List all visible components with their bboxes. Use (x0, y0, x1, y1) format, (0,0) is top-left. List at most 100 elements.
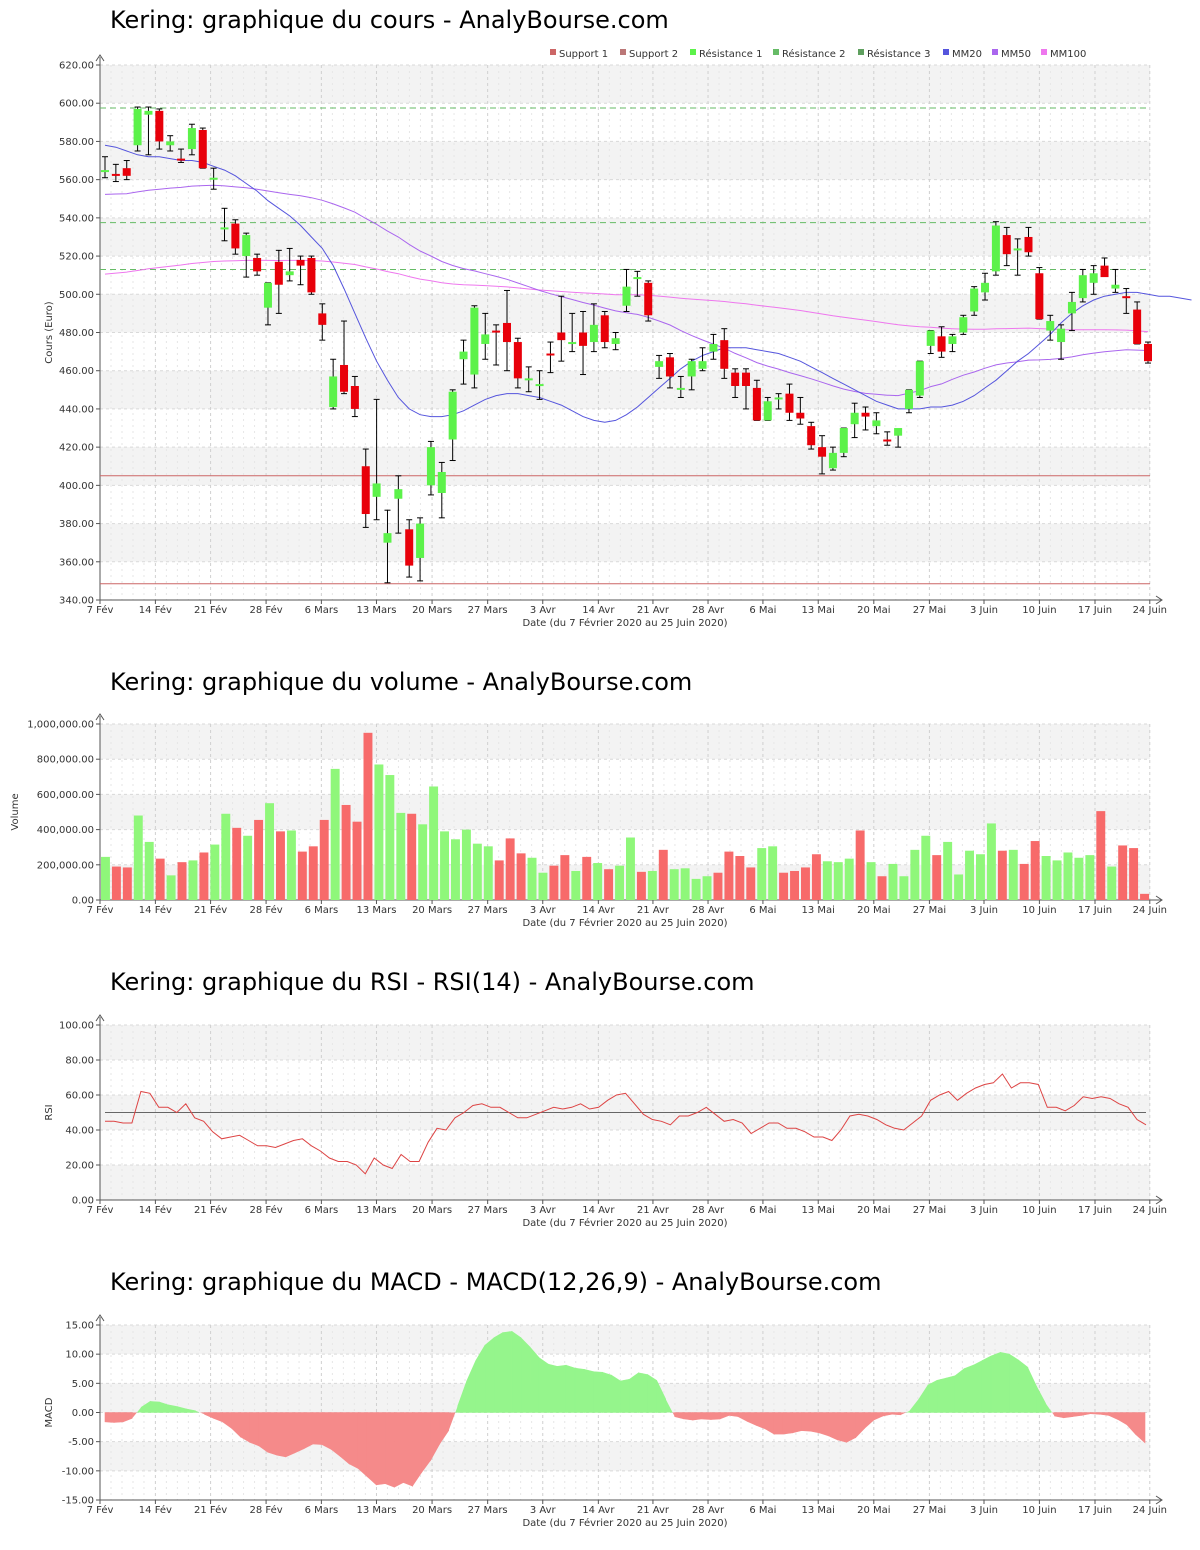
macd-area-positive (1000, 1352, 1010, 1413)
candle-up (1057, 328, 1066, 343)
x-axis-label: Date (du 7 Février 2020 au 25 Juin 2020) (522, 617, 727, 629)
x-tick-label: 17 Juin (1078, 905, 1112, 916)
y-axis-arrow (95, 1314, 105, 1322)
macd-area-negative (792, 1412, 802, 1434)
volume-bar-down (779, 872, 789, 900)
x-tick-label: 3 Juin (970, 905, 998, 916)
y-axis-arrow (95, 1014, 105, 1022)
plot-band (100, 794, 1150, 830)
x-tick-label: 13 Mai (802, 905, 835, 916)
plot-band (100, 1130, 1150, 1165)
x-tick-label: 21 Avr (637, 1505, 670, 1516)
plot-band (100, 408, 1150, 448)
rsi-chart-title: Kering: graphique du RSI - RSI(14) - Ana… (110, 968, 755, 996)
volume-bar-up (461, 829, 471, 900)
legend-entry: Résistance 2 (782, 48, 845, 60)
x-tick-label: 14 Avr (582, 905, 615, 916)
plot-band (100, 759, 1150, 795)
macd-area-negative (891, 1412, 902, 1416)
macd-area-positive (936, 1377, 947, 1413)
volume-bar-up (210, 844, 220, 900)
y-tick-label: 40.00 (65, 1126, 94, 1137)
volume-bar-up (144, 841, 154, 900)
volume-bar-up (680, 868, 690, 900)
macd-area-negative (294, 1412, 305, 1454)
volume-bar-down (1030, 841, 1040, 900)
candle-down (1133, 309, 1142, 344)
x-tick-label: 14 Fév (139, 904, 172, 916)
macd-area-negative (258, 1412, 269, 1453)
x-axis-arrow (1155, 1495, 1163, 1505)
x-tick-label: 6 Mars (305, 1205, 339, 1216)
y-tick-label: 600,000.00 (37, 790, 94, 801)
y-tick-label: 520.00 (59, 252, 94, 263)
volume-bar-down (1019, 863, 1029, 900)
volume-bar-down (341, 804, 351, 900)
candle-up (209, 177, 218, 180)
macd-area-negative (285, 1412, 296, 1458)
candle-up (1078, 275, 1087, 299)
volume-bar-up (265, 803, 274, 900)
volume-bar-down (735, 856, 745, 900)
y-tick-label: 500.00 (59, 290, 94, 301)
macd-area-negative (828, 1412, 838, 1441)
candle-up (850, 412, 859, 425)
volume-panel: 1,000,000.00 800,000.00 600,000.00 400,000.… (10, 713, 1167, 929)
x-tick-label: 20 Mars (412, 1505, 452, 1516)
candle-up (426, 447, 435, 486)
volume-bar-up (527, 857, 537, 900)
volume-bar-down (801, 867, 810, 900)
volume-bar-up (615, 865, 624, 900)
candle-down (579, 332, 588, 346)
volume-bar-up (866, 862, 876, 900)
macd-area-negative (199, 1412, 205, 1415)
macd-area-positive (1018, 1359, 1028, 1413)
candle-down (807, 426, 816, 446)
volume-bar-down (276, 831, 285, 900)
x-tick-label: 6 Mars (305, 605, 339, 616)
macd-area-positive (972, 1360, 983, 1413)
volume-bar-up (910, 849, 920, 900)
macd-area-negative (321, 1412, 332, 1450)
candle-up (904, 389, 913, 409)
volume-bar-up (286, 830, 296, 900)
candle-down (155, 110, 164, 142)
y-tick-label: 0.00 (72, 896, 94, 907)
volume-bar-up (1085, 855, 1095, 900)
volume-bar-up (647, 870, 657, 900)
y-tick-label: -10.00 (62, 1466, 94, 1477)
x-tick-label: 21 Avr (637, 605, 670, 616)
volume-bar-down (855, 830, 865, 900)
candle-up (915, 361, 924, 396)
volume-bar-up (965, 850, 974, 900)
candle-up (1046, 321, 1055, 331)
x-axis-arrow (1155, 895, 1163, 905)
y-tick-label: 600.00 (59, 99, 94, 110)
macd-area-negative (385, 1412, 395, 1488)
legend-swatch (943, 49, 949, 55)
volume-bar-up (822, 861, 832, 900)
y-tick-label: 15.00 (65, 1321, 94, 1332)
candle-up (1111, 284, 1120, 289)
volume-bar-down (1118, 845, 1128, 900)
x-tick-label: 24 Juin (1133, 605, 1167, 616)
candle-down (350, 386, 359, 409)
y-tick-label: 400.00 (59, 481, 94, 492)
candle-down (752, 387, 761, 421)
candle-up (166, 141, 175, 146)
legend-swatch (550, 49, 556, 55)
volume-bar-down (604, 869, 614, 900)
volume-bar-up (888, 863, 898, 900)
candle-down (861, 412, 870, 417)
x-tick-label: 21 Fév (194, 904, 227, 916)
x-axis-arrow (1155, 595, 1163, 605)
rsi-panel: 100.00 80.00 60.00 40.00 20.00 0.007 Fév 14 Fé… (44, 1014, 1167, 1229)
candle-up (698, 361, 707, 369)
volume-bar-down (877, 876, 887, 900)
plot-band (100, 103, 1150, 142)
candle-up (828, 452, 837, 469)
x-tick-label: 10 Juin (1022, 905, 1056, 916)
x-tick-label: 27 Mars (468, 1505, 508, 1516)
volume-bar-up (440, 831, 449, 900)
